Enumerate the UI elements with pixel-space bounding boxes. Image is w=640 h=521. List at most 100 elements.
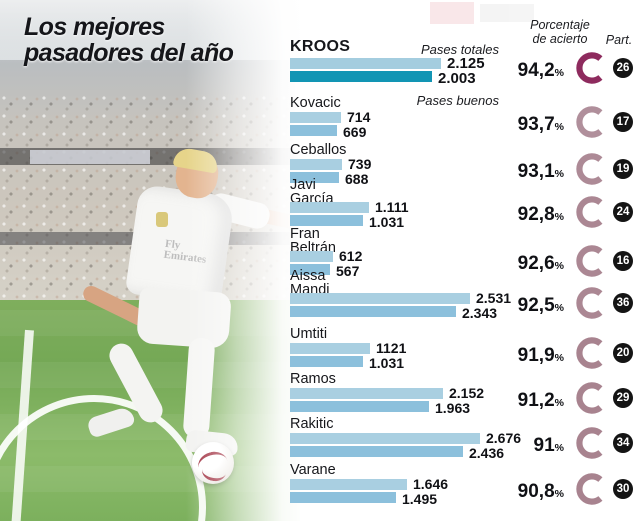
accuracy-percentage: 94,2% (486, 60, 564, 82)
legend-good-passes: Pases buenos (416, 93, 499, 108)
participation-badge: 36 (613, 293, 633, 313)
accuracy-donut-icon (574, 381, 608, 415)
accuracy-percentage: 93,7% (486, 114, 564, 136)
accuracy-donut-icon (574, 336, 608, 370)
advertising-board (30, 150, 150, 164)
player-photo: Fly Emirates (0, 0, 300, 521)
photo-right-fade (186, 0, 300, 521)
accuracy-value: 91 (533, 435, 555, 456)
accuracy-percentage: 91,2% (486, 390, 564, 412)
bar-total-passes (290, 159, 342, 170)
accuracy-donut-icon (574, 105, 608, 139)
accuracy-donut-icon (574, 426, 608, 460)
bar-total-passes (290, 202, 369, 213)
accuracy-percentage: 92,6% (486, 253, 564, 275)
percent-sign: % (554, 488, 564, 500)
accuracy-percentage: 93,1% (486, 161, 564, 183)
accuracy-value: 93,7 (517, 114, 555, 135)
value-good-passes: 567 (336, 263, 360, 279)
participation-badge: 30 (613, 479, 633, 499)
bar-good-passes (290, 401, 429, 412)
player-name: Kovacic (290, 95, 341, 111)
chart-panel: Pases totales Pases buenos Porcentaje de… (286, 0, 640, 521)
club-crest (156, 212, 168, 227)
value-total-passes: 2.531 (476, 290, 512, 306)
bar-good-passes (290, 356, 363, 367)
bar-good-passes (290, 492, 396, 503)
bar-total-passes (290, 433, 480, 444)
bar-total-passes (290, 479, 407, 490)
value-total-passes: 2.125 (447, 55, 485, 72)
accuracy-donut-icon (574, 286, 608, 320)
page-title: Los mejores pasadores del año (24, 14, 294, 66)
accuracy-value: 91,2 (517, 390, 555, 411)
bar-total-passes (290, 293, 470, 304)
accuracy-percentage: 92,5% (486, 295, 564, 317)
bar-total-passes (290, 112, 341, 123)
accuracy-donut-icon (574, 195, 608, 229)
value-total-passes: 2.152 (449, 385, 485, 401)
bar-total-passes (290, 251, 333, 262)
participation-badge: 19 (613, 159, 633, 179)
bar-good-passes (290, 71, 432, 82)
accuracy-donut-icon (574, 152, 608, 186)
player-name: Umtiti (290, 326, 328, 342)
column-header-participation: Part. (605, 33, 633, 47)
player-name: Ramos (290, 371, 336, 387)
accuracy-header-line-1: Porcentaje (530, 18, 590, 32)
value-total-passes: 1121 (376, 340, 407, 356)
player-name: Varane (290, 462, 336, 478)
player-name: KROOS (290, 38, 351, 55)
value-good-passes: 1.963 (435, 400, 471, 416)
publisher-watermark (430, 2, 534, 24)
accuracy-value: 92,6 (517, 253, 555, 274)
value-total-passes: 714 (347, 109, 371, 125)
participation-badge: 24 (613, 202, 633, 222)
percent-sign: % (554, 397, 564, 409)
player-figure: Fly Emirates (80, 146, 299, 480)
watermark-block-grey (480, 4, 534, 22)
bar-total-passes (290, 388, 443, 399)
value-good-passes: 1.495 (402, 491, 438, 507)
accuracy-value: 92,5 (517, 295, 555, 316)
participation-badge: 20 (613, 343, 633, 363)
value-good-passes: 2.003 (438, 70, 476, 87)
accuracy-percentage: 92,8% (486, 204, 564, 226)
player-left-boot (86, 405, 136, 439)
percent-sign: % (554, 67, 564, 79)
bar-good-passes (290, 306, 456, 317)
accuracy-percentage: 91% (486, 435, 564, 457)
accuracy-donut-icon (574, 472, 608, 506)
bar-good-passes (290, 215, 363, 226)
value-good-passes: 688 (345, 171, 369, 187)
accuracy-value: 93,1 (517, 161, 555, 182)
accuracy-percentage: 91,9% (486, 345, 564, 367)
accuracy-donut-icon (574, 244, 608, 278)
value-good-passes: 669 (343, 124, 367, 140)
participation-badge: 26 (613, 58, 633, 78)
accuracy-value: 94,2 (517, 60, 555, 81)
value-good-passes: 2.436 (469, 445, 505, 461)
value-total-passes: 2.676 (486, 430, 522, 446)
percent-sign: % (554, 302, 564, 314)
bar-good-passes (290, 172, 339, 183)
player-name: Ceballos (290, 142, 347, 158)
accuracy-percentage: 90,8% (486, 481, 564, 503)
value-total-passes: 1.646 (413, 476, 449, 492)
value-total-passes: 612 (339, 248, 363, 264)
accuracy-donut-icon (574, 51, 608, 85)
value-total-passes: 1.111 (375, 199, 409, 215)
player-name: Rakitic (290, 416, 334, 432)
participation-badge: 16 (613, 251, 633, 271)
bar-good-passes (290, 446, 463, 457)
percent-sign: % (554, 442, 564, 454)
percent-sign: % (554, 352, 564, 364)
value-good-passes: 1.031 (369, 214, 405, 230)
participation-badge: 29 (613, 388, 633, 408)
participation-badge: 34 (613, 433, 633, 453)
title-line-2: pasadores del año (24, 39, 234, 67)
accuracy-value: 91,9 (517, 345, 555, 366)
percent-sign: % (554, 121, 564, 133)
value-good-passes: 2.343 (462, 305, 498, 321)
bar-total-passes (290, 58, 441, 69)
